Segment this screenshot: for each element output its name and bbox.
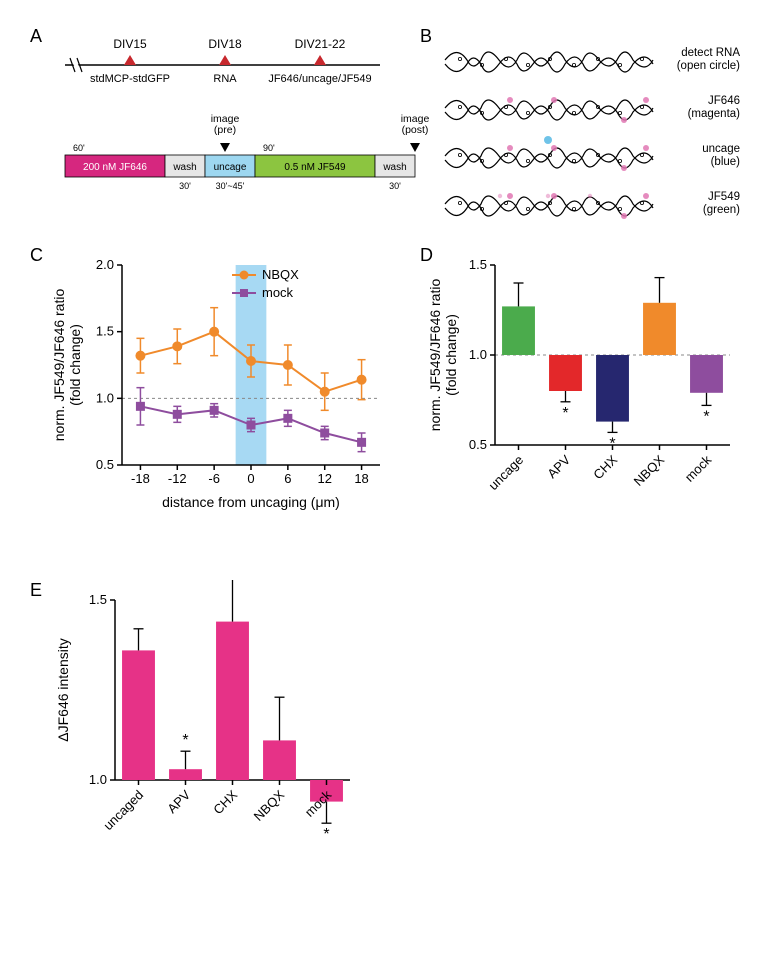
svg-text:0.5 nM JF549: 0.5 nM JF549: [284, 162, 346, 173]
svg-text:DIV18: DIV18: [208, 37, 242, 51]
svg-text:1.5: 1.5: [89, 592, 107, 607]
svg-text:uncage: uncage: [702, 143, 740, 155]
svg-text:(magenta): (magenta): [688, 108, 741, 120]
svg-text:(open circle): (open circle): [677, 60, 740, 72]
svg-text:*: *: [323, 826, 329, 843]
panel-d-chart: 0.5 1.0 1.5 norm. JF549/JF646 ratio(fold ch…: [430, 245, 750, 540]
svg-text:1.0: 1.0: [469, 347, 487, 362]
panel-a-label: A: [30, 26, 42, 47]
svg-text:JF646/uncage/JF549: JF646/uncage/JF549: [268, 73, 371, 85]
svg-text:1.0: 1.0: [96, 390, 114, 405]
svg-text:uncage: uncage: [214, 162, 247, 173]
panel-e-label: E: [30, 580, 42, 601]
svg-text:JF646: JF646: [708, 95, 740, 107]
panel-a-protocol: image(pre)image(post)200 nM JF64660'wash…: [60, 110, 430, 205]
svg-text:(post): (post): [402, 124, 429, 136]
svg-text:APV: APV: [164, 787, 193, 816]
svg-text:detect RNA: detect RNA: [681, 47, 740, 59]
svg-text:NBQX: NBQX: [251, 787, 288, 824]
svg-text:0.5: 0.5: [469, 437, 487, 452]
panel-c-label: C: [30, 245, 43, 266]
panel-b-label: B: [420, 26, 432, 47]
timeline-event-2: DIV21-22 JF646/uncage/JF549: [268, 37, 371, 85]
svg-text:(blue): (blue): [711, 156, 741, 168]
panel-e-chart: 1.0 1.5 ΔJF646 intensity uncaged * APV CHX NBQX…: [50, 580, 370, 875]
panel-a-timeline: DIV15 stdMCP-stdGFP DIV18 RNA DIV21-22 J…: [60, 30, 390, 95]
svg-text:APV: APV: [544, 452, 573, 481]
svg-text:6: 6: [284, 471, 291, 486]
svg-text:-18: -18: [131, 471, 150, 486]
timeline-event-1: DIV18 RNA: [208, 37, 242, 85]
svg-text:2.0: 2.0: [96, 257, 114, 272]
svg-text:*: *: [703, 408, 709, 425]
svg-text:NBQX: NBQX: [262, 267, 299, 282]
svg-text:(green): (green): [703, 204, 740, 216]
svg-text:NBQX: NBQX: [631, 452, 668, 489]
svg-text:*: *: [562, 405, 568, 422]
svg-text:CHX: CHX: [210, 787, 240, 817]
svg-text:12: 12: [317, 471, 331, 486]
svg-text:CHX: CHX: [590, 452, 620, 482]
panel-b-schematic: detect RNA(open circle) JF646(magenta) unc…: [440, 30, 750, 225]
svg-text:30': 30': [389, 181, 401, 191]
svg-text:0.5: 0.5: [96, 457, 114, 472]
svg-text:60': 60': [73, 143, 85, 153]
svg-text:1.0: 1.0: [89, 772, 107, 787]
svg-text:(pre): (pre): [214, 124, 236, 136]
svg-text:uncaged: uncaged: [100, 787, 146, 833]
svg-text:wash: wash: [172, 162, 196, 173]
timeline-event-0: DIV15 stdMCP-stdGFP: [90, 37, 170, 85]
svg-text:DIV15: DIV15: [113, 37, 147, 51]
svg-text:stdMCP-stdGFP: stdMCP-stdGFP: [90, 73, 170, 85]
svg-text:ΔJF646 intensity: ΔJF646 intensity: [55, 638, 71, 742]
svg-text:distance from uncaging (μm): distance from uncaging (μm): [162, 494, 340, 510]
svg-text:mock: mock: [262, 285, 294, 300]
svg-text:DIV21-22: DIV21-22: [295, 37, 346, 51]
svg-text:(fold change): (fold change): [443, 314, 459, 396]
svg-text:1.5: 1.5: [469, 257, 487, 272]
svg-text:-12: -12: [168, 471, 187, 486]
svg-text:30': 30': [179, 181, 191, 191]
figure-root: A DIV15 stdMCP-stdGFP DIV18 RNA DIV21-22…: [20, 20, 742, 960]
svg-text:0: 0: [247, 471, 254, 486]
svg-text:JF549: JF549: [708, 191, 740, 203]
svg-text:uncage: uncage: [486, 452, 527, 493]
svg-text:wash: wash: [382, 162, 406, 173]
svg-text:*: *: [182, 732, 188, 749]
svg-text:200 nM JF646: 200 nM JF646: [83, 162, 147, 173]
svg-text:90': 90': [263, 143, 275, 153]
svg-text:1.5: 1.5: [96, 324, 114, 339]
panel-c-chart: 0.5 1.0 1.5 2.0 -18 -12 -6 0 6 12 18 norm. JF549/JF…: [50, 245, 400, 525]
svg-text:RNA: RNA: [213, 73, 237, 85]
svg-text:mock: mock: [682, 452, 715, 485]
svg-text:18: 18: [354, 471, 368, 486]
svg-text:(fold change): (fold change): [67, 324, 83, 406]
svg-text:norm. JF549/JF646 ratio: norm. JF549/JF646 ratio: [430, 279, 443, 432]
svg-text:30'~45': 30'~45': [216, 181, 245, 191]
svg-text:norm. JF549/JF646 ratio: norm. JF549/JF646 ratio: [51, 289, 67, 442]
svg-text:-6: -6: [208, 471, 220, 486]
